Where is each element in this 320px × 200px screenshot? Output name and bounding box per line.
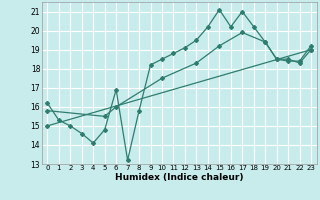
X-axis label: Humidex (Indice chaleur): Humidex (Indice chaleur) xyxy=(115,173,244,182)
